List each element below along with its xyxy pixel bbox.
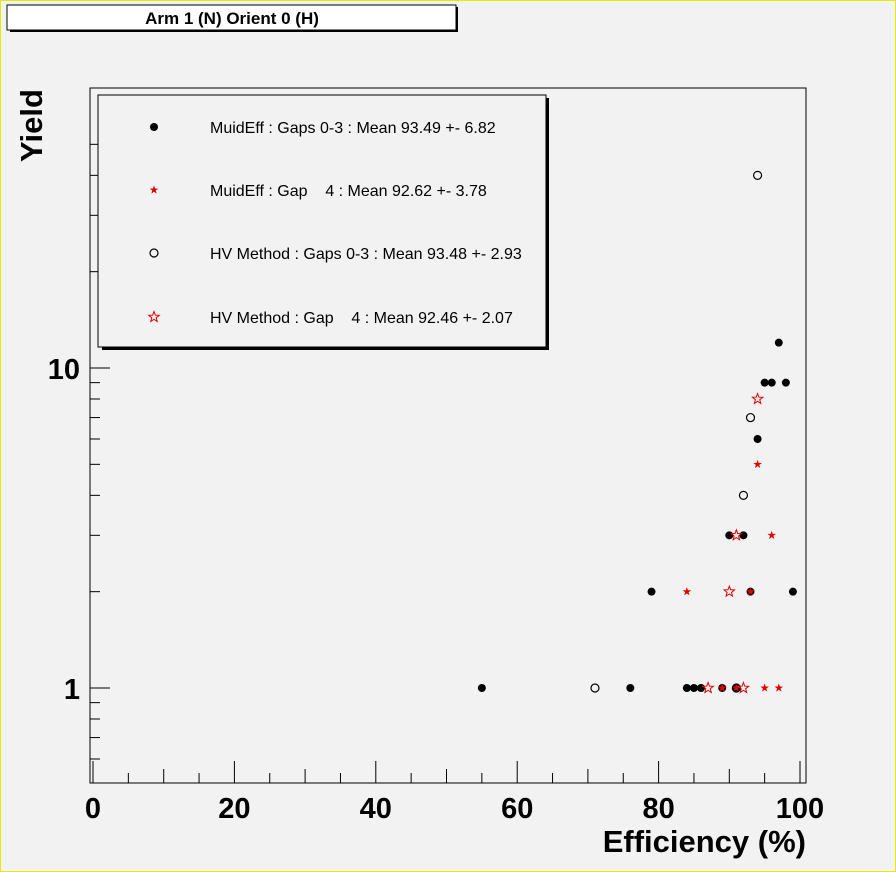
legend-marker-1 — [150, 123, 158, 131]
x-tick-label: 0 — [85, 793, 101, 825]
data-point-series-2 — [774, 683, 784, 692]
data-point-series-2 — [732, 683, 741, 692]
legend-label-3: HV Method : Gaps 0-3 : Mean 93.48 +- 2.9… — [210, 246, 522, 263]
x-axis-title: Efficiency (%) — [603, 824, 806, 859]
data-point-series-1 — [697, 684, 706, 692]
data-point-series-1 — [647, 587, 656, 596]
y-axis-title: Yield — [14, 89, 49, 162]
legend-label-4: HV Method : Gap 4 : Mean 92.46 +- 2.07 — [210, 310, 513, 327]
chart-title: Arm 1 (N) Orient 0 (H) — [145, 9, 319, 28]
data-points — [477, 170, 797, 694]
data-point-series-1 — [781, 378, 790, 387]
data-point-series-2 — [746, 587, 755, 596]
data-point-series-3 — [745, 412, 756, 423]
data-point-series-3 — [738, 490, 749, 500]
data-point-series-1 — [774, 338, 783, 347]
data-point-series-1 — [689, 684, 698, 692]
data-point-series-2 — [682, 587, 692, 596]
y-tick-label: 1 — [64, 674, 80, 706]
data-point-series-4 — [736, 681, 751, 694]
data-point-series-2 — [767, 530, 776, 539]
data-point-series-4 — [722, 584, 736, 598]
x-tick-label: 40 — [360, 793, 392, 825]
data-point-series-1 — [725, 531, 734, 540]
legend: MuidEff : Gaps 0-3 : Mean 93.49 +- 6.82 M… — [97, 94, 549, 350]
title-box — [6, 4, 457, 31]
legend-marker-2 — [149, 185, 159, 194]
data-point-series-1 — [788, 587, 797, 596]
data-point-series-4 — [729, 528, 743, 541]
data-point-series-4 — [701, 681, 715, 694]
legend-marker-4 — [147, 310, 161, 323]
legend-label-1: MuidEff : Gaps 0-3 : Mean 93.49 +- 6.82 — [210, 120, 496, 137]
data-point-series-1 — [682, 684, 691, 692]
axes: 0 20 40 60 80 100 1 10 — [48, 143, 824, 825]
x-tick-label: 60 — [501, 793, 533, 825]
data-point-series-1 — [739, 531, 748, 540]
legend-marker-3 — [149, 248, 159, 258]
data-point-series-1 — [477, 684, 486, 692]
x-tick-label: 20 — [218, 793, 250, 825]
data-point-series-4 — [750, 392, 765, 405]
data-point-series-2 — [753, 459, 762, 468]
legend-label-2: MuidEff : Gap 4 : Mean 92.62 +- 3.78 — [210, 183, 487, 200]
data-point-series-1 — [760, 378, 769, 387]
data-point-series-3 — [590, 683, 600, 693]
legend-box — [97, 94, 547, 348]
data-point-series-2 — [717, 683, 727, 692]
x-tick-label: 80 — [642, 793, 674, 825]
data-point-series-1 — [753, 434, 762, 443]
y-tick-label: 10 — [48, 354, 80, 386]
data-point-series-1 — [626, 684, 635, 692]
data-point-series-2 — [760, 683, 769, 692]
data-point-series-1 — [767, 378, 776, 387]
data-point-series-3 — [752, 170, 763, 180]
x-tick-label: 100 — [776, 793, 824, 825]
